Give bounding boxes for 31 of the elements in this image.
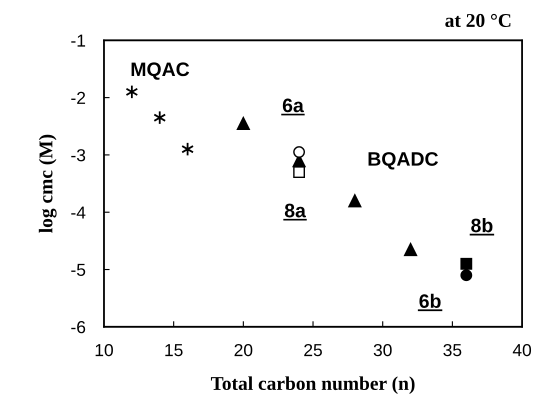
- point: [293, 146, 305, 158]
- x-tick-label: 15: [165, 344, 183, 356]
- point: [460, 258, 472, 270]
- y-tick-label: -1: [71, 34, 86, 47]
- x-tick-label: 30: [374, 344, 392, 356]
- series-label: 6b: [419, 294, 441, 308]
- text: at 20 °C: [445, 14, 510, 28]
- y-tick-label: -5: [71, 264, 86, 276]
- x-axis-title: Total carbon number (n): [210, 376, 415, 394]
- series-label: 8b: [471, 218, 492, 232]
- series-label: 6a: [282, 98, 304, 112]
- point: [293, 166, 305, 178]
- series-label: MQAC: [132, 62, 190, 80]
- point: [404, 242, 418, 256]
- y-tick-label: -3: [71, 149, 86, 162]
- point: [460, 269, 472, 282]
- y-axis-title: log cmc (M): [38, 134, 57, 233]
- y-tick-label: -2: [71, 92, 86, 104]
- series-label: BQADC: [368, 152, 438, 170]
- x-tick-label: 10: [96, 344, 113, 356]
- x-tick-label: 25: [304, 344, 322, 356]
- point: [181, 142, 194, 156]
- y-tick-label: -4: [71, 206, 86, 219]
- series-label: 8a: [284, 204, 306, 218]
- y-tick-label: -6: [71, 321, 86, 334]
- point: [348, 194, 362, 208]
- point: [236, 116, 250, 130]
- point: [126, 84, 138, 100]
- x-tick-label: 40: [512, 344, 532, 356]
- x-tick-label: 35: [443, 344, 462, 356]
- x-tick-label: 20: [234, 344, 252, 356]
